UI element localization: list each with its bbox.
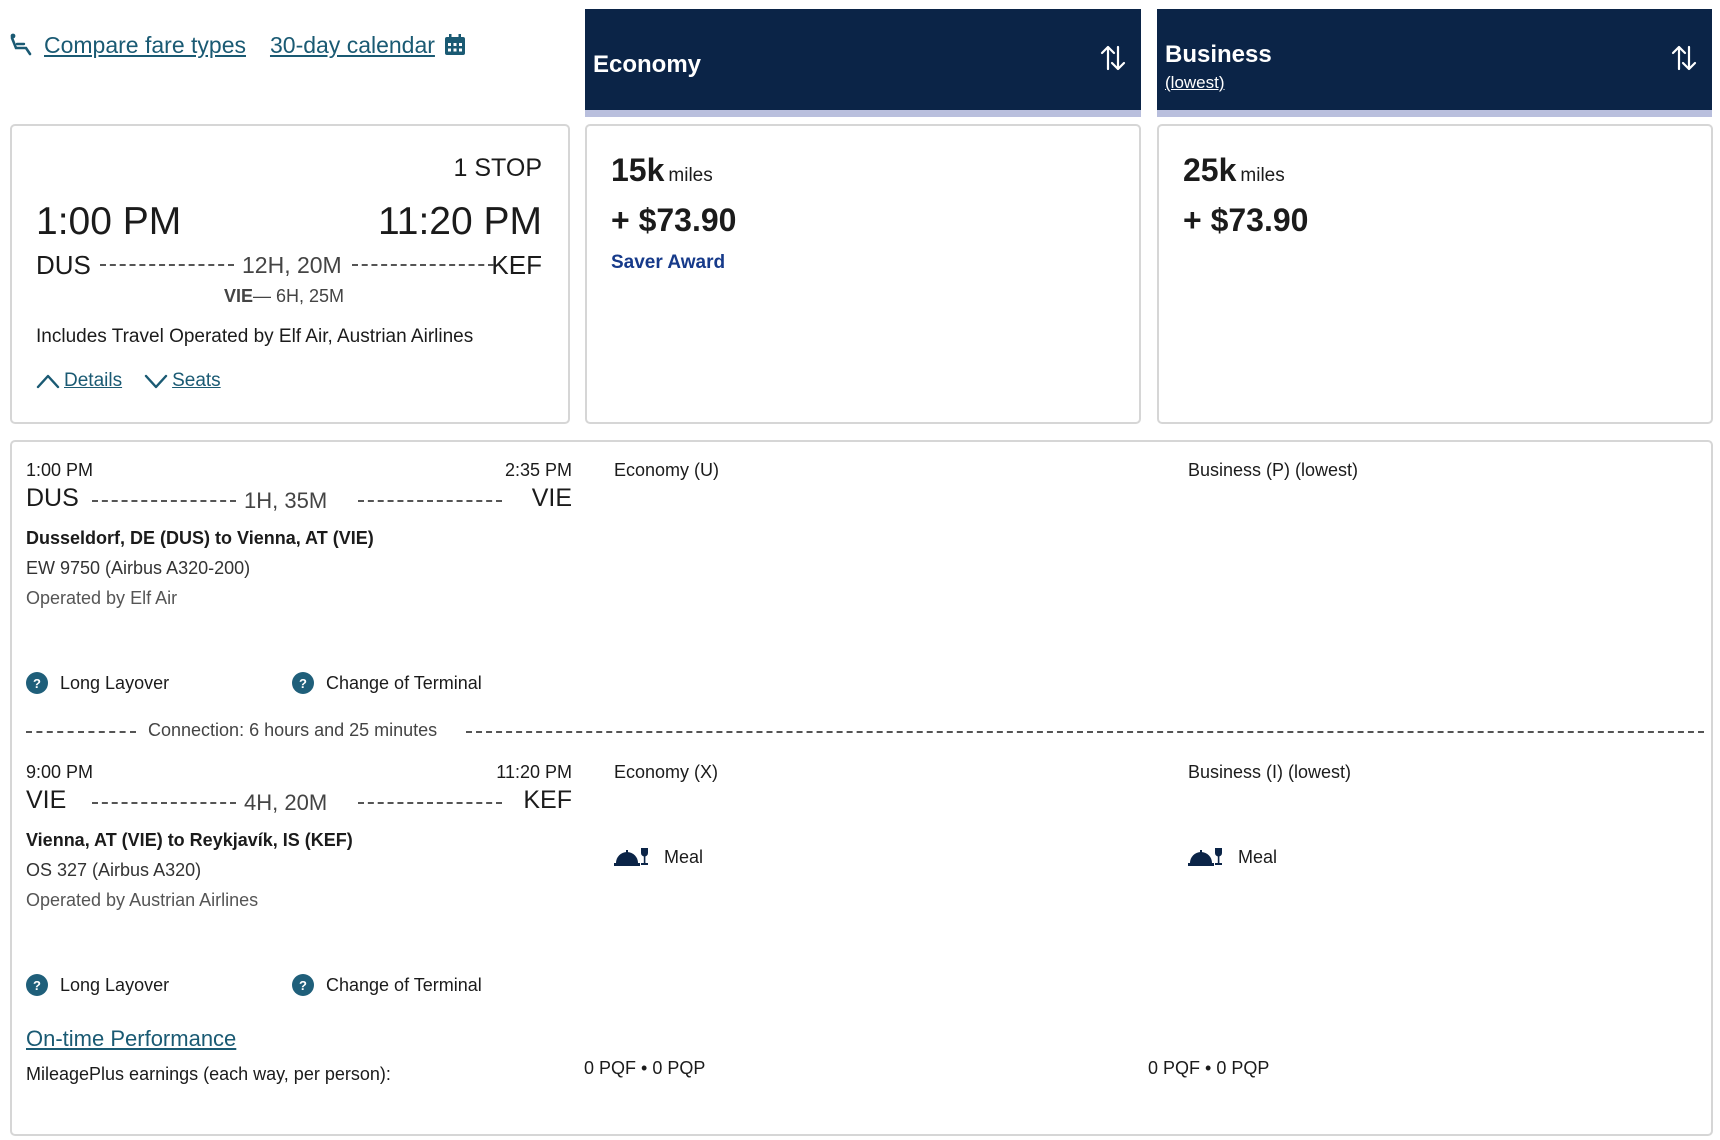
meal-icon bbox=[1188, 848, 1222, 866]
business-meal: Meal bbox=[1188, 846, 1277, 868]
segment-route: Dusseldorf, DE (DUS) to Vienna, AT (VIE) bbox=[26, 528, 374, 548]
seats-toggle[interactable]: Seats bbox=[144, 370, 221, 392]
segment-dash-left bbox=[92, 802, 236, 804]
compare-fare-types-link[interactable]: Compare fare types bbox=[44, 31, 246, 58]
connection-dash-right bbox=[466, 731, 1704, 733]
change-terminal-label: Change of Terminal bbox=[326, 672, 482, 693]
segment-flight-number: OS 327 (Airbus A320) bbox=[26, 860, 202, 880]
business-miles-value: 25k bbox=[1183, 152, 1237, 188]
thirty-day-calendar-link[interactable]: 30-day calendar bbox=[269, 31, 435, 58]
calendar-link-wrap[interactable]: 30-day calendar bbox=[270, 32, 467, 59]
segment-duration: 4H, 20M bbox=[244, 790, 328, 815]
connection-divider: Connection: 6 hours and 25 minutes bbox=[26, 720, 1706, 740]
connection-text: Connection: 6 hours and 25 minutes bbox=[148, 720, 438, 740]
total-duration: 12H, 20M bbox=[242, 252, 342, 278]
long-layover-note[interactable]: ? Long Layover bbox=[26, 974, 169, 996]
departure-airport: DUS bbox=[36, 250, 91, 280]
segment-dash-right bbox=[358, 500, 502, 502]
meal-icon bbox=[614, 848, 648, 866]
economy-earnings: 0 PQF • 0 PQP bbox=[584, 1058, 706, 1078]
long-layover-label: Long Layover bbox=[60, 974, 170, 995]
flight-details-panel: 1:00 PM 2:35 PM DUS 1H, 35M VIE Dusseldo… bbox=[10, 440, 1713, 1136]
route-dash-left bbox=[100, 264, 234, 266]
economy-header-title: Economy bbox=[593, 51, 702, 78]
calendar-icon bbox=[444, 34, 465, 55]
change-terminal-label: Change of Terminal bbox=[326, 974, 482, 995]
segment-departure-time: 1:00 PM bbox=[26, 460, 94, 480]
segment-flight-number: EW 9750 (Airbus A320-200) bbox=[26, 558, 251, 578]
business-miles: 25k miles bbox=[1183, 152, 1285, 189]
operated-by-text: Includes Travel Operated by Elf Air, Aus… bbox=[36, 326, 474, 347]
layover-duration: — 6H, 25M bbox=[253, 286, 345, 306]
segment-dash-right bbox=[358, 802, 502, 804]
details-toggle[interactable]: Details bbox=[36, 370, 122, 392]
segment-route: Vienna, AT (VIE) to Reykjavík, IS (KEF) bbox=[26, 830, 353, 850]
meal-label: Meal bbox=[664, 846, 704, 867]
segment-business-cabin: Business (I) (lowest) bbox=[1188, 762, 1352, 782]
change-terminal-note[interactable]: ? Change of Terminal bbox=[292, 974, 482, 996]
arrival-airport: KEF bbox=[491, 250, 542, 280]
business-cash: + $73.90 bbox=[1183, 202, 1309, 238]
economy-price-card[interactable]: 15k miles + $73.90 Saver Award bbox=[585, 124, 1141, 424]
chevron-up-icon bbox=[36, 374, 60, 389]
help-icon[interactable]: ? bbox=[26, 672, 48, 694]
help-icon[interactable]: ? bbox=[292, 974, 314, 996]
business-earnings: 0 PQF • 0 PQP bbox=[1148, 1058, 1270, 1078]
long-layover-note[interactable]: ? Long Layover bbox=[26, 672, 169, 694]
segment-arrival-time: 2:35 PM bbox=[504, 460, 572, 480]
segment-economy-cabin: Economy (X) bbox=[614, 762, 719, 782]
long-layover-label: Long Layover bbox=[60, 672, 170, 693]
on-time-performance-link[interactable]: On-time Performance bbox=[26, 1026, 237, 1051]
segment-duration: 1H, 35M bbox=[244, 488, 328, 513]
segment-arrival-time: 11:20 PM bbox=[496, 762, 572, 782]
segment-departure-airport: DUS bbox=[26, 484, 79, 512]
business-price-card[interactable]: 25k miles + $73.90 bbox=[1157, 124, 1713, 424]
segment-1: 1:00 PM 2:35 PM DUS 1H, 35M VIE Dusseldo… bbox=[26, 460, 1706, 700]
details-link[interactable]: Details bbox=[64, 370, 123, 391]
saver-award-label: Saver Award bbox=[611, 252, 726, 273]
change-terminal-note[interactable]: ? Change of Terminal bbox=[292, 672, 482, 694]
connection-dash-left bbox=[26, 731, 136, 733]
help-icon[interactable]: ? bbox=[26, 974, 48, 996]
economy-cash: + $73.90 bbox=[611, 202, 737, 238]
arrival-time: 11:20 PM bbox=[377, 200, 542, 243]
route-dash-right bbox=[352, 264, 494, 266]
segment-economy-cabin: Economy (U) bbox=[614, 460, 720, 480]
segment-dash-left bbox=[92, 500, 236, 502]
economy-meal: Meal bbox=[614, 846, 703, 868]
summary-actions: Details Seats bbox=[36, 370, 243, 392]
economy-miles-unit: miles bbox=[668, 165, 713, 186]
economy-column-header[interactable]: Economy bbox=[585, 9, 1141, 117]
business-header-title: Business bbox=[1165, 41, 1272, 68]
layover-airport: VIE bbox=[224, 286, 254, 306]
departure-time: 1:00 PM bbox=[36, 200, 182, 243]
segment-departure-time: 9:00 PM bbox=[26, 762, 94, 782]
sort-icon[interactable] bbox=[1670, 43, 1698, 73]
flight-summary-card: 1 STOP 1:00 PM 11:20 PM DUS KEF 12H, 20M… bbox=[10, 124, 570, 424]
segment-departure-airport: VIE bbox=[26, 786, 67, 814]
layover-info: VIE— 6H, 25M bbox=[224, 286, 344, 307]
top-links: Compare fare types 30-day calendar bbox=[8, 28, 467, 62]
help-icon[interactable]: ? bbox=[292, 672, 314, 694]
segment-2: 9:00 PM 11:20 PM VIE 4H, 20M KEF Vienna,… bbox=[26, 762, 1706, 1002]
meal-label: Meal bbox=[1238, 846, 1278, 867]
business-header-text: Business (lowest) bbox=[1165, 41, 1272, 93]
segment-arrival-airport: VIE bbox=[531, 484, 572, 512]
seat-icon bbox=[10, 33, 32, 56]
segment-business-cabin: Business (P) (lowest) bbox=[1188, 460, 1359, 480]
segment-operator: Operated by Austrian Airlines bbox=[26, 890, 259, 910]
business-miles-unit: miles bbox=[1240, 165, 1285, 186]
business-header-lowest-link[interactable]: (lowest) bbox=[1165, 73, 1225, 92]
stops-label: 1 STOP bbox=[453, 154, 542, 182]
sort-icon[interactable] bbox=[1099, 43, 1127, 73]
business-column-header[interactable]: Business (lowest) bbox=[1157, 9, 1712, 117]
segment-operator: Operated by Elf Air bbox=[26, 588, 178, 608]
seats-link[interactable]: Seats bbox=[172, 370, 221, 391]
segment-arrival-airport: KEF bbox=[523, 786, 572, 814]
economy-miles: 15k miles bbox=[611, 152, 713, 189]
mileageplus-earnings-label: MileagePlus earnings (each way, per pers… bbox=[26, 1064, 391, 1084]
chevron-down-icon bbox=[144, 374, 168, 389]
economy-miles-value: 15k bbox=[611, 152, 665, 188]
